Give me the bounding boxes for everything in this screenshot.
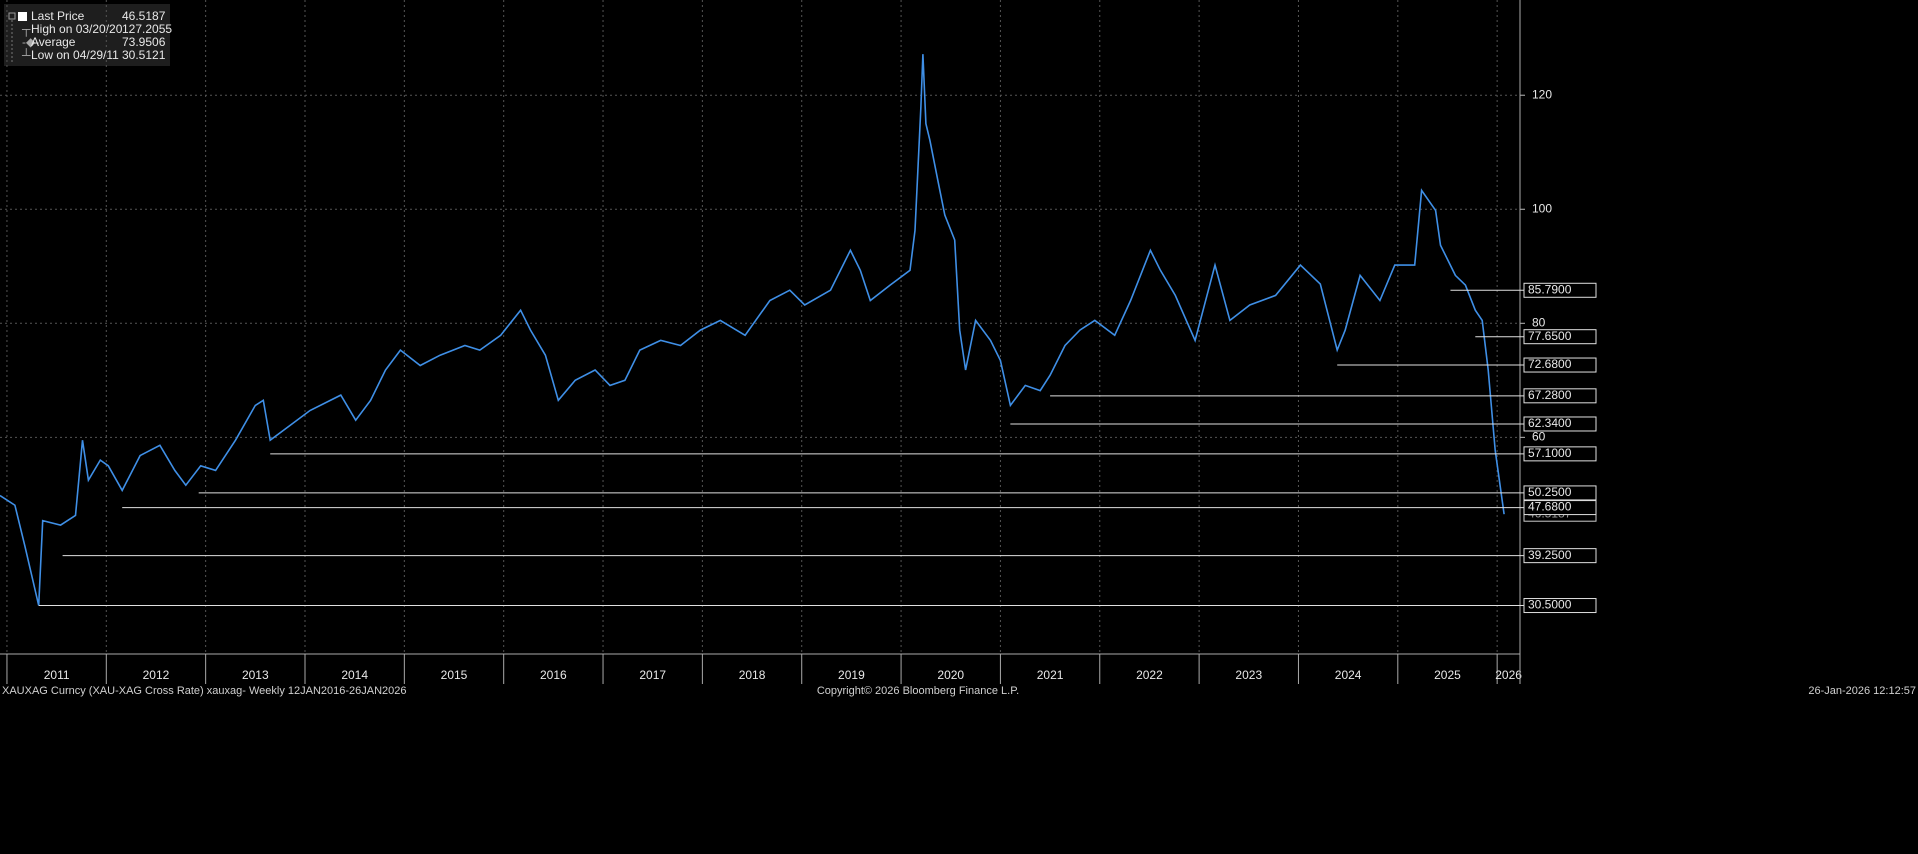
footer-left: XAUXAG Curncy (XAU-XAG Cross Rate) xauxa… bbox=[2, 685, 407, 697]
x-tick-label: 2024 bbox=[1335, 668, 1362, 682]
price-line bbox=[0, 54, 1505, 606]
legend-label: High on 03/20/20 bbox=[31, 22, 123, 36]
x-tick-label: 2012 bbox=[143, 668, 170, 682]
legend-swatch bbox=[18, 12, 27, 21]
level-tag bbox=[1523, 485, 1597, 501]
legend-icon: -◆- bbox=[22, 35, 39, 49]
x-tick-label: 2019 bbox=[838, 668, 865, 682]
level-tag bbox=[1523, 446, 1597, 462]
level-label: 67.2800 bbox=[1528, 388, 1572, 402]
x-tick-label: 2018 bbox=[739, 668, 766, 682]
legend-value: 30.5121 bbox=[122, 48, 166, 62]
y-tick-label: 80 bbox=[1532, 315, 1546, 329]
level-tag bbox=[1523, 329, 1597, 345]
x-tick-label: 2014 bbox=[341, 668, 368, 682]
level-label: 72.6800 bbox=[1528, 357, 1572, 371]
x-tick-label: 2011 bbox=[44, 668, 70, 682]
x-tick-label: 2021 bbox=[1037, 668, 1064, 682]
y-tick-label: 60 bbox=[1532, 430, 1546, 444]
level-label: 39.2500 bbox=[1528, 548, 1572, 562]
level-label: 57.1000 bbox=[1528, 446, 1572, 460]
level-tag bbox=[1523, 416, 1597, 432]
legend-label: Low on 04/29/11 bbox=[31, 48, 119, 62]
level-label: 77.6500 bbox=[1528, 329, 1572, 343]
level-tag bbox=[1523, 548, 1597, 564]
level-label: 50.2500 bbox=[1528, 485, 1572, 499]
legend-icon: ┬ bbox=[21, 22, 31, 37]
x-tick-label: 2022 bbox=[1136, 668, 1163, 682]
legend-label: Last Price bbox=[31, 9, 85, 23]
legend: ┬ -◆- ┴ Last Price 46.5187 High on 03/20… bbox=[4, 4, 172, 66]
legend-label: Average bbox=[31, 35, 76, 49]
legend-icon: ┴ bbox=[21, 48, 31, 62]
x-tick-label: 2025 bbox=[1434, 668, 1461, 682]
x-tick-label: 2026 bbox=[1495, 668, 1522, 682]
x-tick-label: 2016 bbox=[540, 668, 567, 682]
x-tick-label: 2013 bbox=[242, 668, 269, 682]
level-label: 30.5000 bbox=[1528, 598, 1572, 612]
level-label: 62.3400 bbox=[1528, 416, 1572, 430]
legend-box bbox=[4, 4, 170, 66]
y-tick-label: 100 bbox=[1532, 201, 1552, 215]
legend-value: 73.9506 bbox=[122, 35, 166, 49]
y-tick-label: 120 bbox=[1532, 87, 1552, 101]
x-tick-label: 2017 bbox=[639, 668, 666, 682]
level-tag bbox=[1523, 357, 1597, 373]
legend-toggle bbox=[8, 12, 16, 20]
level-label: 47.6800 bbox=[1528, 500, 1572, 514]
level-tag bbox=[1523, 598, 1597, 614]
level-tag bbox=[1523, 282, 1597, 298]
x-tick-label: 2020 bbox=[937, 668, 964, 682]
level-tag bbox=[1523, 388, 1597, 404]
legend-value: 46.5187 bbox=[122, 9, 166, 23]
footer-right: 26-Jan-2026 12:12:57 bbox=[1808, 685, 1916, 697]
legend-value: 127.2055 bbox=[122, 22, 172, 36]
x-tick-label: 2015 bbox=[441, 668, 468, 682]
level-label: 85.7900 bbox=[1528, 282, 1572, 296]
level-tag bbox=[1523, 500, 1597, 516]
x-tick-label: 2023 bbox=[1235, 668, 1262, 682]
footer-center: Copyright© 2026 Bloomberg Finance L.P. bbox=[817, 685, 1019, 697]
